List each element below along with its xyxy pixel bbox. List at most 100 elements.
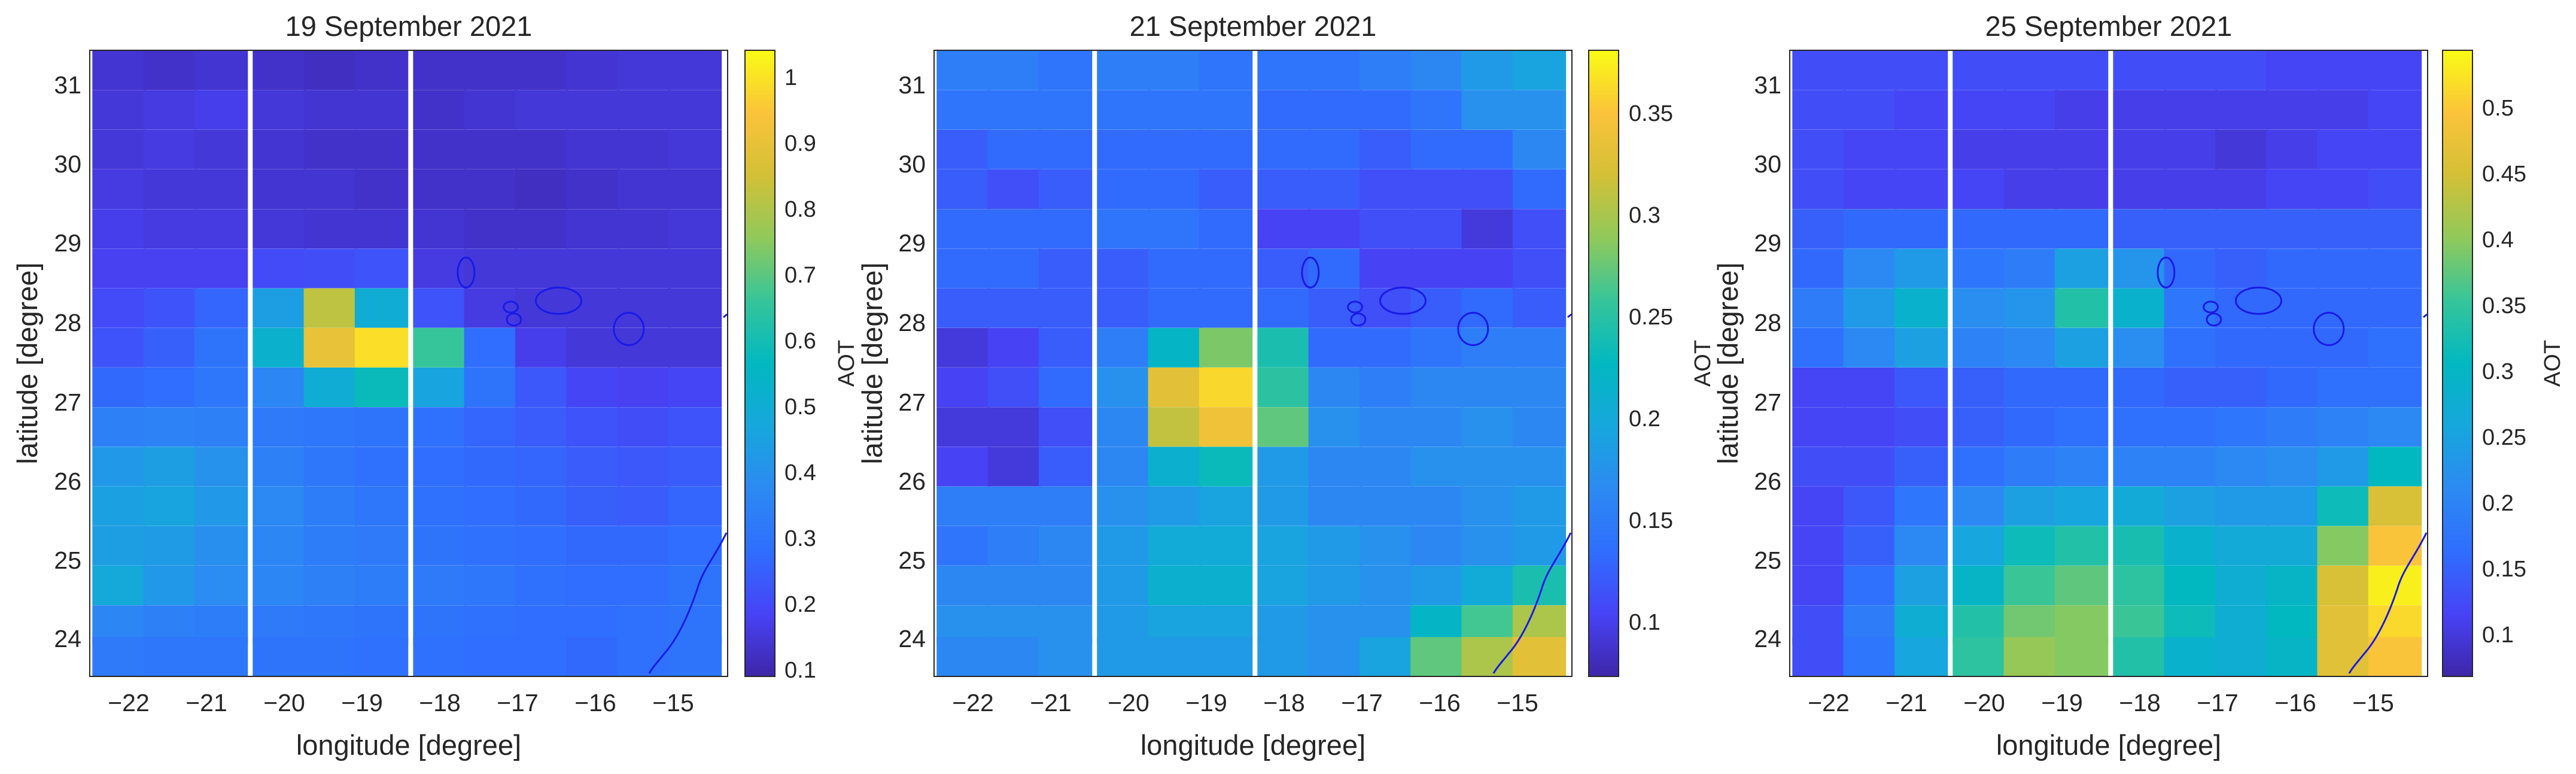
heatmap-cell [2368, 248, 2422, 289]
heatmap-cell [2266, 526, 2320, 566]
heatmap-cell [566, 566, 620, 605]
heatmap-cell [354, 209, 409, 249]
heatmap-cell [92, 288, 146, 328]
heatmap-cell [617, 169, 671, 209]
heatmap-cell [1410, 447, 1464, 487]
x-tick-label: −15 [652, 689, 694, 717]
heatmap-cell [1952, 566, 2006, 605]
colorbar-label: AOT [834, 340, 859, 387]
heatmap-cell [2054, 637, 2109, 677]
heatmap-cell [354, 368, 409, 407]
heatmap-cell [1308, 209, 1362, 249]
la-gomera-island [1350, 312, 1367, 327]
heatmap-cell [2003, 129, 2057, 169]
y-tick-label: 24 [898, 625, 926, 652]
heatmap-cell [1512, 407, 1567, 447]
heatmap-cell [1257, 637, 1311, 677]
heatmap-cell [2113, 368, 2167, 407]
heatmap-cell [936, 288, 990, 328]
heatmap-cell [1038, 566, 1093, 605]
heatmap-cell [354, 50, 409, 90]
heatmap-cell [1410, 526, 1464, 566]
heatmap-cell [936, 407, 990, 447]
heatmap-cell [2215, 50, 2269, 90]
heatmap-cell [2164, 486, 2218, 526]
heatmap-cell [194, 327, 248, 368]
x-tick-labels: −22 −21 −20 −19 −18 −17 −16 −15 [108, 689, 694, 717]
heatmap-cell [2215, 637, 2269, 677]
heatmap-cell [1038, 90, 1093, 130]
colorbar-tick-label: 0.7 [784, 263, 816, 288]
heatmap-cell [92, 368, 146, 407]
heatmap-cell [2215, 447, 2269, 487]
x-axis-label: longitude [degree] [1996, 729, 2221, 761]
y-tick-labels: 24 25 26 27 28 29 30 31 [1754, 71, 1781, 652]
heatmap-cell [1792, 209, 1846, 249]
colorbar-tick-label: 0.3 [784, 526, 816, 551]
heatmap-cell [303, 486, 357, 526]
heatmap-cell [566, 50, 620, 90]
colorbar-tick-label: 0.4 [2482, 227, 2514, 253]
heatmap-cell [253, 407, 306, 447]
heatmap-cell [2003, 50, 2057, 90]
heatmap-cell [1894, 129, 1948, 169]
heatmap-cell [668, 526, 722, 566]
heatmap-cell [464, 90, 518, 130]
heatmap-cell [92, 447, 146, 487]
heatmap-cell [1461, 447, 1515, 487]
heatmap-cell [92, 407, 146, 447]
heatmap-cell [464, 526, 518, 566]
heatmap-cell [2054, 327, 2109, 368]
x-tick-label: −21 [1030, 689, 1072, 717]
heatmap-cell [1461, 486, 1515, 526]
heatmap-cell [2164, 50, 2218, 90]
heatmap-cell [1952, 90, 2006, 130]
la-palma-island [1301, 256, 1320, 289]
panel-25-september: 25 September 2021 −22 −21 −20 −19 −18 −1… [1712, 10, 2565, 761]
heatmap-cell [1148, 637, 1202, 677]
heatmap-cell [1097, 129, 1151, 169]
heatmap-cell [1512, 50, 1567, 90]
heatmap-cell [1410, 368, 1464, 407]
heatmap-cell [936, 209, 990, 249]
heatmap-cell [1359, 407, 1413, 447]
heatmap-cells [92, 50, 722, 677]
tenerife-island [535, 286, 582, 315]
colorbar-tick-label: 0.4 [784, 460, 816, 485]
heatmap-cell [1410, 90, 1464, 130]
el-hierro-island [1347, 301, 1364, 314]
heatmap-cell [1199, 129, 1253, 169]
heatmap-cell [143, 368, 197, 407]
heatmap-cell [668, 407, 722, 447]
heatmap-cell [2003, 288, 2057, 328]
heatmap-cell [2113, 169, 2167, 209]
heatmap-cell [1843, 637, 1897, 677]
la-palma-island [457, 256, 476, 289]
x-tick-label: −16 [1419, 689, 1461, 717]
heatmap-cell [617, 50, 671, 90]
heatmap-cell [2317, 288, 2371, 328]
heatmap-cell [515, 637, 569, 677]
heatmap-cell [2113, 327, 2167, 368]
heatmap-cell [1038, 407, 1093, 447]
heatmap-cell [1308, 50, 1362, 90]
heatmap-cell [1792, 407, 1846, 447]
heatmap-cell [1199, 447, 1253, 487]
heatmap-cell [2317, 566, 2371, 605]
x-axis-label: longitude [degree] [296, 729, 521, 761]
tenerife-island [2235, 286, 2282, 315]
heatmap-cells [936, 50, 1567, 677]
heatmap-cell [2003, 169, 2057, 209]
heatmap-cell [2368, 129, 2422, 169]
heatmap-cell [1894, 637, 1948, 677]
heatmap-cell [2317, 50, 2371, 90]
heatmap-cell [1148, 368, 1202, 407]
heatmap-cell [2368, 368, 2422, 407]
heatmap-cell [1410, 327, 1464, 368]
heatmap-cell [1199, 566, 1253, 605]
heatmap-cell [2215, 526, 2269, 566]
heatmap-cell [2215, 248, 2269, 289]
colorbar [744, 50, 775, 677]
colorbar-tick-label: 0.45 [2482, 162, 2526, 187]
colorbar-tick-label: 0.1 [784, 658, 816, 683]
